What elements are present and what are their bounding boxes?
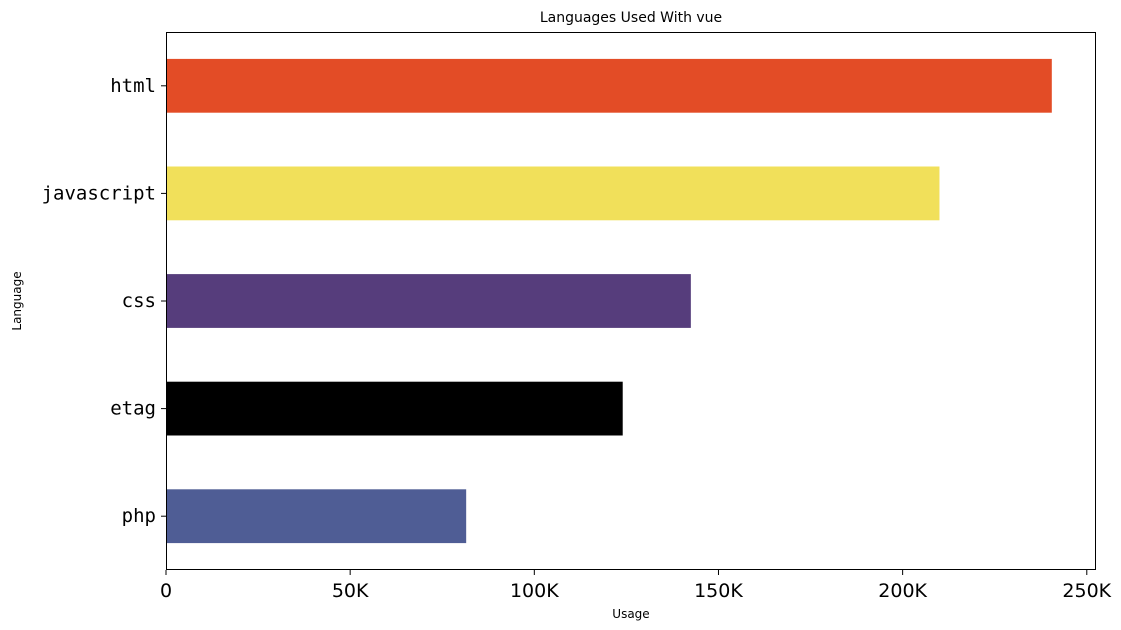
x-tick-label: 50K	[332, 580, 369, 602]
x-axis-ticks: 0 50K 100K 150K 200K 250K	[160, 570, 1112, 602]
x-tick-label: 0	[160, 580, 172, 602]
y-tick-label: css	[122, 290, 156, 312]
x-tick-label: 100K	[510, 580, 559, 602]
bars-layer	[166, 58, 1052, 544]
y-tick-label: etag	[110, 398, 156, 420]
y-axis-ticks: html javascript css etag php	[42, 75, 166, 527]
x-tick-label: 200K	[878, 580, 927, 602]
y-tick-label: php	[122, 505, 156, 527]
plot-frame	[166, 32, 1096, 570]
bar-etag	[166, 381, 623, 436]
x-tick-label: 150K	[694, 580, 743, 602]
y-tick-label: javascript	[42, 182, 156, 204]
y-tick-label: html	[110, 75, 156, 97]
bar-javascript	[166, 166, 940, 221]
bar-css	[166, 274, 691, 328]
bar-html	[166, 58, 1052, 113]
y-axis-label: Language	[10, 271, 24, 330]
chart-title: Languages Used With vue	[540, 10, 722, 26]
bar-php	[166, 489, 467, 544]
x-tick-label: 250K	[1062, 580, 1111, 602]
x-axis-label: Usage	[612, 607, 649, 621]
